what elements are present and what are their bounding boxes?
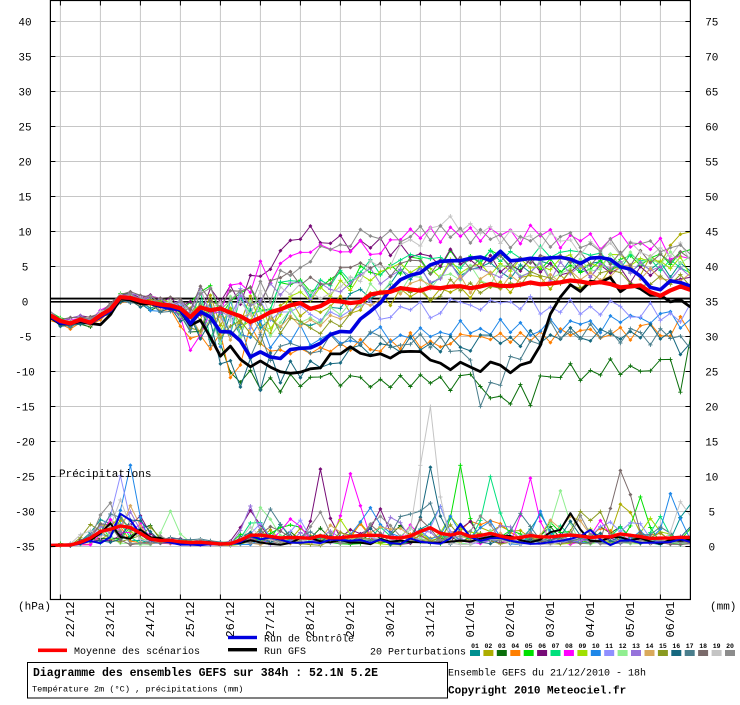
svg-text:27/12: 27/12 — [264, 602, 278, 638]
svg-text:15: 15 — [18, 193, 31, 205]
svg-text:Diagramme des ensembles GEFS s: Diagramme des ensembles GEFS sur 384h : … — [33, 667, 378, 680]
svg-text:18: 18 — [699, 643, 707, 650]
svg-text:Ensemble GEFS du 21/12/2010 -: Ensemble GEFS du 21/12/2010 - 18h — [448, 668, 646, 680]
svg-text:06: 06 — [538, 643, 546, 650]
svg-text:-15: -15 — [15, 403, 35, 415]
svg-text:-20: -20 — [15, 438, 35, 450]
svg-text:50: 50 — [705, 193, 718, 205]
svg-text:17: 17 — [686, 643, 694, 650]
svg-text:16: 16 — [672, 643, 680, 650]
svg-text:45: 45 — [705, 228, 718, 240]
svg-text:10: 10 — [18, 228, 31, 240]
svg-text:25: 25 — [18, 123, 31, 135]
svg-text:0: 0 — [708, 543, 715, 555]
svg-text:Moyenne des scénarios: Moyenne des scénarios — [74, 646, 200, 658]
svg-text:35: 35 — [705, 298, 718, 310]
svg-text:70: 70 — [705, 53, 718, 65]
svg-text:65: 65 — [705, 88, 718, 100]
svg-text:-10: -10 — [15, 368, 35, 380]
svg-text:15: 15 — [659, 643, 667, 650]
svg-text:20: 20 — [18, 158, 31, 170]
svg-text:Température 2m (°C) , précipit: Température 2m (°C) , précipitations (mm… — [32, 685, 243, 695]
svg-text:-30: -30 — [15, 508, 35, 520]
svg-text:08: 08 — [565, 643, 573, 650]
svg-text:03/01: 03/01 — [544, 602, 558, 638]
svg-text:22/12: 22/12 — [64, 602, 78, 638]
svg-text:07: 07 — [552, 643, 560, 650]
svg-text:(hPa): (hPa) — [18, 602, 51, 614]
svg-text:31/12: 31/12 — [424, 602, 438, 638]
svg-text:13: 13 — [632, 643, 640, 650]
svg-text:40: 40 — [705, 263, 718, 275]
svg-text:15: 15 — [705, 438, 718, 450]
svg-text:20: 20 — [726, 643, 734, 650]
svg-text:-25: -25 — [15, 473, 35, 485]
svg-text:35: 35 — [18, 53, 31, 65]
svg-text:40: 40 — [18, 18, 31, 30]
svg-text:01/01: 01/01 — [464, 602, 478, 638]
svg-text:10: 10 — [705, 473, 718, 485]
svg-text:Précipitations: Précipitations — [59, 469, 151, 481]
svg-text:14: 14 — [646, 643, 654, 650]
svg-text:Run de contrôle: Run de contrôle — [264, 634, 354, 646]
svg-text:09: 09 — [578, 643, 586, 650]
svg-text:06/01: 06/01 — [664, 602, 678, 638]
svg-text:20 Perturbations: 20 Perturbations — [370, 647, 466, 659]
svg-text:02: 02 — [484, 643, 492, 650]
svg-text:28/12: 28/12 — [304, 602, 318, 638]
svg-text:25/12: 25/12 — [184, 602, 198, 638]
svg-text:60: 60 — [705, 123, 718, 135]
svg-text:24/12: 24/12 — [144, 602, 158, 638]
svg-text:02/01: 02/01 — [504, 602, 518, 638]
svg-text:30: 30 — [705, 333, 718, 345]
svg-text:30: 30 — [18, 88, 31, 100]
svg-text:05: 05 — [525, 643, 533, 650]
svg-text:20: 20 — [705, 403, 718, 415]
svg-text:11: 11 — [605, 643, 613, 650]
svg-text:19: 19 — [713, 643, 721, 650]
svg-text:26/12: 26/12 — [224, 602, 238, 638]
svg-text:10: 10 — [592, 643, 600, 650]
svg-text:03: 03 — [498, 643, 506, 650]
svg-text:75: 75 — [705, 18, 718, 30]
svg-text:04: 04 — [511, 643, 519, 650]
svg-text:Run GFS: Run GFS — [264, 647, 306, 658]
svg-text:23/12: 23/12 — [104, 602, 118, 638]
svg-text:55: 55 — [705, 158, 718, 170]
svg-text:04/01: 04/01 — [584, 602, 598, 638]
svg-text:30/12: 30/12 — [384, 602, 398, 638]
svg-text:-5: -5 — [18, 333, 31, 345]
svg-text:5: 5 — [708, 508, 715, 520]
svg-text:5: 5 — [22, 263, 29, 275]
svg-text:Copyright 2010 Meteociel.fr: Copyright 2010 Meteociel.fr — [448, 686, 626, 698]
svg-text:-35: -35 — [15, 543, 35, 555]
svg-text:05/01: 05/01 — [624, 602, 638, 638]
svg-text:0: 0 — [22, 298, 29, 310]
svg-text:12: 12 — [619, 643, 627, 650]
svg-text:(mm): (mm) — [710, 602, 736, 614]
svg-text:01: 01 — [471, 643, 479, 650]
svg-text:25: 25 — [705, 368, 718, 380]
svg-text:29/12: 29/12 — [344, 602, 358, 638]
